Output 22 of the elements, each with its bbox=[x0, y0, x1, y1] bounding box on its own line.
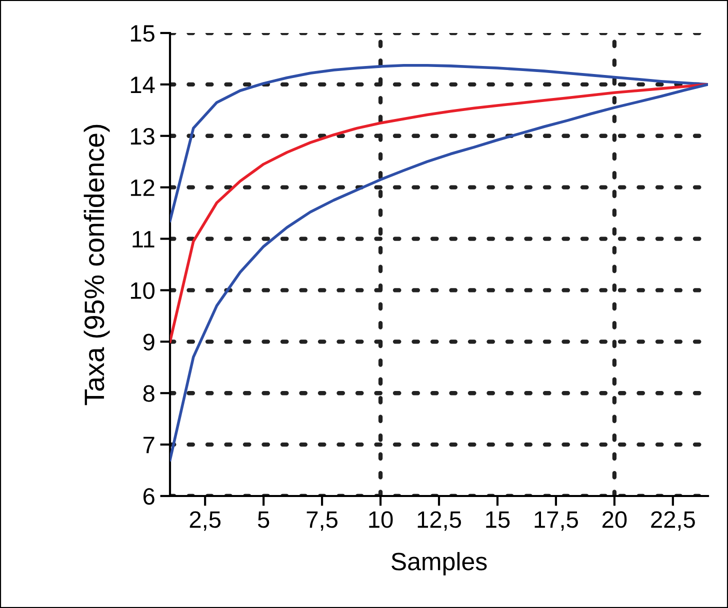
line-series bbox=[170, 83, 708, 344]
y-tick-label: 7 bbox=[143, 436, 154, 454]
y-tick-label: 12 bbox=[130, 179, 154, 196]
x-tick-label: 12,5 bbox=[418, 511, 461, 531]
x-tick-label: 17,5 bbox=[534, 511, 578, 531]
y-tick-label: 9 bbox=[143, 334, 154, 350]
y-tick-label: 13 bbox=[130, 128, 154, 145]
y-tick-label: 11 bbox=[132, 231, 154, 248]
y-axis-title: Taxa (95% confidence) bbox=[84, 124, 110, 406]
y-tick-label: 14 bbox=[130, 76, 155, 93]
x-tick-label: 10 bbox=[369, 511, 393, 528]
x-tick-label: 22,5 bbox=[651, 511, 695, 531]
x-tick-label: 2,5 bbox=[190, 511, 221, 531]
y-tick-label: 15 bbox=[130, 25, 154, 42]
x-tick-label: 15 bbox=[486, 511, 510, 528]
x-tick-label: 7,5 bbox=[306, 511, 338, 531]
x-tick-label: 20 bbox=[602, 511, 627, 528]
y-tick-label: 6 bbox=[143, 488, 154, 505]
x-axis-title: Samples bbox=[392, 552, 487, 576]
y-tick-label: 8 bbox=[143, 385, 154, 402]
x-tick-label: 5 bbox=[258, 511, 270, 528]
y-tick-label: 10 bbox=[130, 282, 154, 300]
